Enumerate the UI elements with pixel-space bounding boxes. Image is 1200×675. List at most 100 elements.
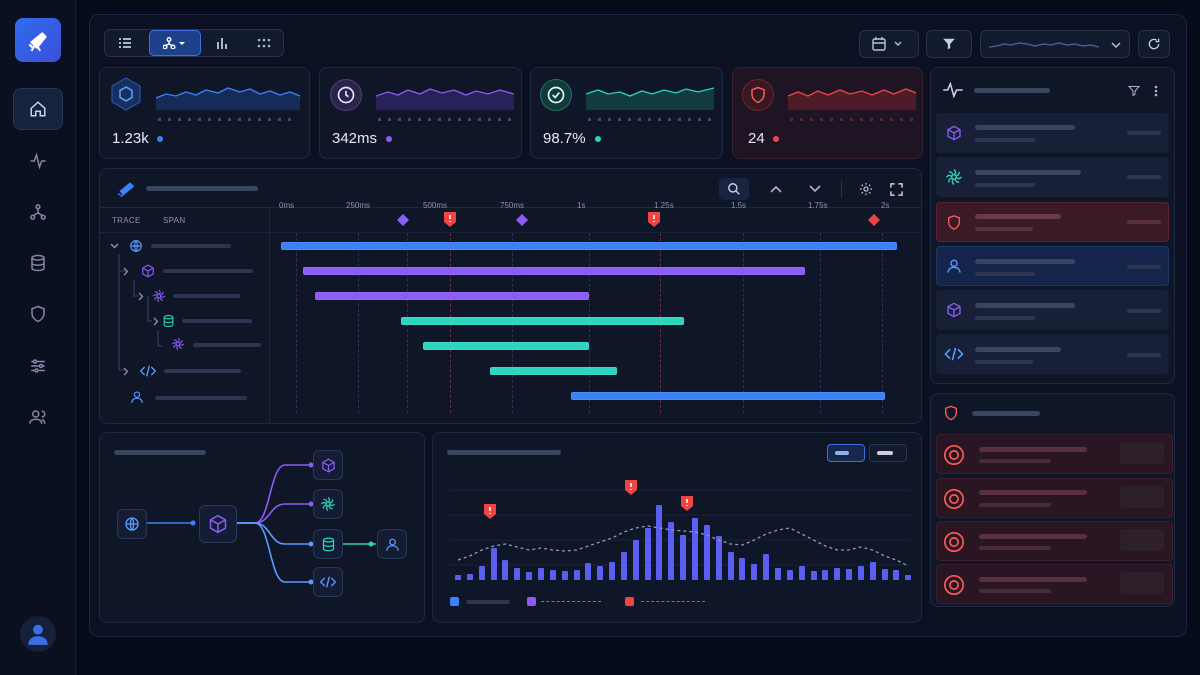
alert-action-button[interactable] [1120, 529, 1164, 551]
chevron-right-icon[interactable] [151, 315, 161, 327]
date-picker-button[interactable] [859, 30, 919, 58]
histogram-bar[interactable] [537, 568, 544, 580]
list-view-icon[interactable] [105, 30, 145, 56]
chevron-down-icon[interactable] [805, 180, 825, 198]
span-bar[interactable] [490, 367, 617, 375]
histogram-bar[interactable] [739, 558, 746, 580]
histogram-bar[interactable] [774, 568, 781, 580]
graph-view-button[interactable] [149, 30, 201, 56]
alert-action-button[interactable] [1120, 572, 1164, 594]
kpi-card-security[interactable]: 24 [732, 67, 923, 159]
nav-graph-icon[interactable] [13, 191, 63, 233]
span-bar[interactable] [281, 242, 897, 250]
nav-database-icon[interactable] [13, 242, 63, 284]
alert-marker-icon[interactable] [624, 479, 638, 496]
alert-marker-icon[interactable] [483, 503, 497, 520]
histogram-bar[interactable] [905, 575, 912, 580]
histogram-bar[interactable] [597, 566, 604, 580]
histogram-bar[interactable] [893, 570, 900, 580]
toggle-option-a[interactable] [827, 444, 865, 462]
histogram-bar[interactable] [727, 552, 734, 580]
histogram-bar[interactable] [632, 540, 639, 580]
histogram-bar[interactable] [834, 568, 841, 580]
nav-shield-icon[interactable] [13, 293, 63, 335]
histogram-bar[interactable] [822, 570, 829, 580]
alert-row[interactable] [936, 434, 1173, 474]
histogram-bar[interactable] [751, 564, 758, 580]
event-marker-diamond[interactable] [867, 213, 881, 227]
nav-sliders-icon[interactable] [13, 345, 63, 387]
user-avatar-icon[interactable] [20, 616, 56, 652]
histogram-bar[interactable] [478, 566, 485, 580]
graph-node-code-icon[interactable] [313, 567, 343, 597]
expand-chevron-icon[interactable] [108, 240, 120, 252]
span-bar[interactable] [302, 267, 805, 275]
histogram-bar[interactable] [490, 548, 497, 580]
histogram-bar[interactable] [502, 560, 509, 580]
graph-node-cube[interactable] [199, 505, 237, 543]
range-select[interactable] [980, 30, 1130, 58]
histogram-bar[interactable] [466, 574, 473, 580]
graph-node-globe[interactable] [117, 509, 147, 539]
nav-activity-icon[interactable] [13, 140, 63, 182]
histogram-bar[interactable] [561, 571, 568, 580]
histogram-bar[interactable] [846, 569, 853, 580]
kpi-card-latency[interactable]: 342ms [319, 67, 522, 159]
histogram-bar[interactable] [798, 566, 805, 580]
histogram-bar[interactable] [573, 570, 580, 580]
histogram-bar[interactable] [715, 536, 722, 580]
histogram-bar[interactable] [857, 566, 864, 580]
bar-chart-view-icon[interactable] [205, 30, 239, 56]
alert-marker-icon[interactable] [647, 211, 661, 228]
alert-marker-icon[interactable] [680, 495, 694, 512]
alert-action-button[interactable] [1120, 486, 1164, 508]
histogram-bar[interactable] [656, 505, 663, 580]
fullscreen-icon[interactable] [886, 180, 906, 198]
chevron-right-icon[interactable] [136, 290, 146, 302]
histogram-bar[interactable] [549, 570, 556, 580]
graph-node-user-icon[interactable] [377, 529, 407, 559]
filter-icon[interactable] [1127, 84, 1141, 98]
graph-node-database-icon[interactable] [313, 529, 343, 559]
filter-button[interactable] [926, 30, 972, 58]
refresh-button[interactable] [1138, 30, 1170, 58]
nav-home-icon[interactable] [13, 88, 63, 130]
graph-node-cube-icon[interactable] [313, 450, 343, 480]
nav-users-icon[interactable] [13, 396, 63, 438]
histogram-bar[interactable] [869, 562, 876, 580]
kpi-card-success[interactable]: 98.7% [530, 67, 723, 159]
histogram-bar[interactable] [680, 535, 687, 580]
histogram-bar[interactable] [810, 571, 817, 580]
alert-marker-icon[interactable] [443, 211, 457, 228]
alert-action-button[interactable] [1120, 442, 1164, 464]
histogram-bar[interactable] [585, 563, 592, 580]
span-bar[interactable] [570, 392, 885, 400]
histogram-bar[interactable] [514, 568, 521, 580]
event-marker-diamond[interactable] [396, 213, 410, 227]
telescope-logo-icon[interactable] [15, 18, 61, 62]
kpi-card-requests[interactable]: 1.23k [99, 67, 310, 159]
histogram-bar[interactable] [620, 552, 627, 580]
chevron-up-icon[interactable] [766, 180, 786, 198]
histogram-bar[interactable] [786, 570, 793, 580]
grid-view-icon[interactable] [245, 30, 283, 56]
search-icon[interactable] [719, 178, 749, 200]
histogram-bar[interactable] [692, 518, 698, 580]
histogram-bar[interactable] [609, 562, 616, 580]
span-bar[interactable] [422, 342, 589, 350]
more-options-icon[interactable] [1150, 84, 1162, 98]
histogram-bar[interactable] [703, 525, 710, 580]
toggle-option-b[interactable] [869, 444, 907, 462]
histogram-bar[interactable] [644, 528, 651, 580]
span-bar[interactable] [314, 292, 589, 300]
chevron-right-icon[interactable] [121, 265, 131, 277]
graph-node-ai-model-icon[interactable] [313, 489, 343, 519]
event-marker-diamond[interactable] [515, 213, 529, 227]
gear-icon[interactable] [856, 180, 876, 198]
histogram-bar[interactable] [881, 569, 888, 580]
histogram-bar[interactable] [668, 522, 675, 580]
histogram-bar[interactable] [526, 572, 533, 580]
chevron-right-icon[interactable] [121, 365, 131, 377]
histogram-bar[interactable] [763, 554, 770, 580]
span-bar[interactable] [401, 317, 685, 325]
